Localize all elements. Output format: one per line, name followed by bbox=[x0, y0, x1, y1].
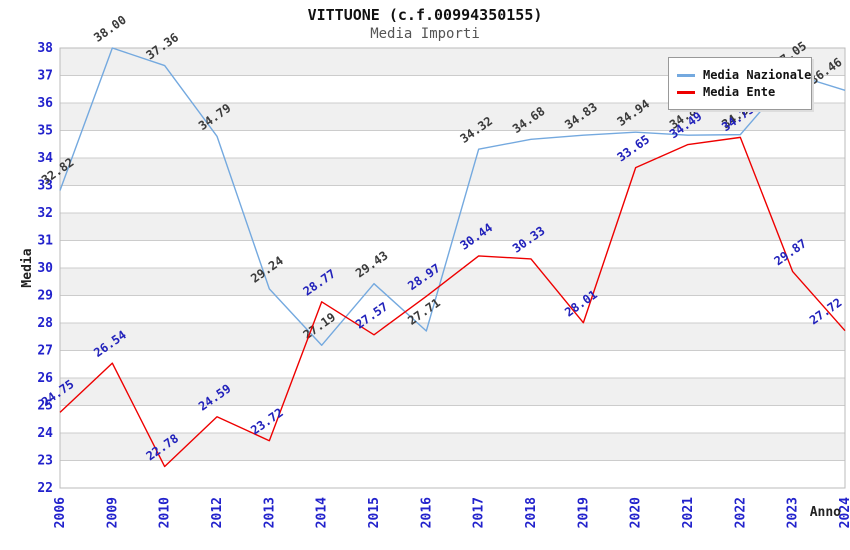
plot-band bbox=[60, 213, 845, 241]
y-axis-tick-label: 30 bbox=[37, 261, 53, 276]
y-axis-tick-label: 25 bbox=[37, 399, 53, 414]
plot-band bbox=[60, 158, 845, 186]
x-axis-tick-label: 2016 bbox=[419, 497, 434, 528]
legend-label-media-ente: Media Ente bbox=[703, 85, 776, 99]
legend-label-media-nazionale: Media Nazionale bbox=[703, 68, 812, 82]
x-axis-tick-label: 2023 bbox=[786, 497, 801, 528]
plot-band bbox=[60, 240, 845, 268]
plot-band bbox=[60, 295, 845, 323]
y-axis-tick-label: 37 bbox=[37, 69, 53, 84]
x-axis-tick-label: 2019 bbox=[576, 497, 591, 528]
legend-item-media-ente: Media Ente bbox=[677, 85, 803, 99]
plot-band bbox=[60, 460, 845, 488]
legend-item-media-nazionale: Media Nazionale bbox=[677, 68, 811, 82]
chart-title: VITTUONE (c.f.00994350155) bbox=[307, 6, 543, 24]
y-axis-tick-label: 31 bbox=[37, 234, 53, 249]
y-axis-tick-label: 38 bbox=[37, 41, 53, 56]
y-axis-tick-label: 33 bbox=[37, 179, 53, 194]
x-axis-title: Anno bbox=[809, 505, 841, 520]
y-axis-tick-label: 24 bbox=[37, 426, 53, 441]
x-axis-tick-label: 2020 bbox=[629, 497, 644, 528]
y-axis-tick-label: 22 bbox=[37, 481, 53, 496]
x-axis-tick-label: 2015 bbox=[367, 497, 382, 528]
x-axis-tick-label: 2014 bbox=[315, 497, 330, 528]
legend: Media Nazionale Media Ente bbox=[668, 57, 812, 110]
x-axis-tick-label: 2024 bbox=[838, 497, 850, 528]
x-axis-tick-label: 2012 bbox=[210, 497, 225, 528]
media-nazionale-line-swatch bbox=[677, 73, 695, 77]
y-axis-tick-label: 34 bbox=[37, 151, 53, 166]
plot-band bbox=[60, 185, 845, 213]
x-axis-tick-label: 2006 bbox=[53, 497, 68, 528]
plot-band bbox=[60, 378, 845, 406]
x-axis-tick-label: 2013 bbox=[262, 497, 277, 528]
x-axis-tick-label: 2021 bbox=[681, 497, 696, 528]
y-axis-tick-label: 23 bbox=[37, 454, 53, 469]
media-ente-line-swatch bbox=[677, 90, 695, 94]
plot-band bbox=[60, 405, 845, 433]
y-axis-tick-label: 29 bbox=[37, 289, 53, 304]
series-line-media-nazionale bbox=[59, 47, 846, 346]
y-axis-tick-label: 35 bbox=[37, 124, 53, 139]
y-axis-tick-label: 36 bbox=[37, 96, 53, 111]
x-axis-tick-label: 2017 bbox=[472, 497, 487, 528]
x-axis-tick-label: 2018 bbox=[524, 497, 539, 528]
data-point-label: 38.00 bbox=[91, 13, 129, 45]
y-axis-tick-label: 27 bbox=[37, 344, 53, 359]
series-line-media-ente bbox=[59, 136, 846, 468]
y-axis-tick-label: 28 bbox=[37, 316, 53, 331]
x-axis-tick-label: 2022 bbox=[733, 497, 748, 528]
y-axis-tick-label: 26 bbox=[37, 371, 53, 386]
plot-band bbox=[60, 350, 845, 378]
y-axis-tick-label: 32 bbox=[37, 206, 53, 221]
plot-band bbox=[60, 433, 845, 461]
x-axis-tick-label: 2009 bbox=[105, 497, 120, 528]
x-axis-tick-label: 2010 bbox=[158, 497, 173, 528]
chart-subtitle: Media Importi bbox=[370, 26, 480, 42]
plot-band bbox=[60, 323, 845, 351]
plot-band bbox=[60, 268, 845, 296]
plot-border bbox=[59, 47, 846, 489]
